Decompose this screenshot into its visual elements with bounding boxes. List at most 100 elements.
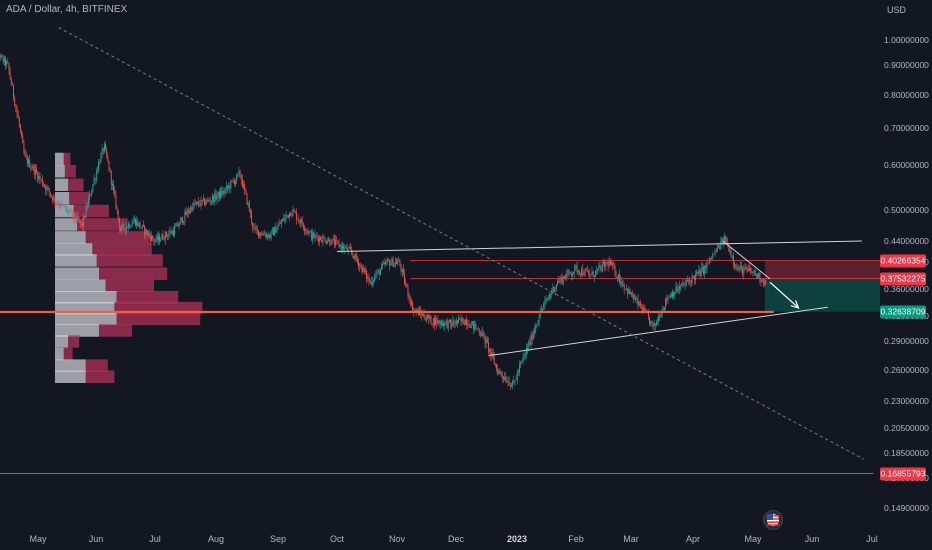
target-zones [765, 260, 880, 312]
dashed-trend-line [58, 27, 865, 460]
y-tick-label: 0.70000000 [884, 123, 929, 133]
candle-body [583, 275, 585, 276]
candle-body [111, 183, 113, 185]
candle-body [159, 235, 161, 242]
candle-body [532, 333, 534, 340]
candle-body [396, 261, 397, 265]
candle-body [586, 270, 588, 272]
candle-body [653, 323, 655, 327]
candle-body [269, 234, 271, 238]
candle-body [695, 274, 696, 280]
candle-body [690, 280, 692, 284]
candle-body [254, 227, 256, 229]
candle-body [650, 320, 652, 325]
candle-body [667, 297, 669, 302]
candle-body [126, 227, 128, 228]
volume-profile-down-bar [73, 204, 109, 218]
candle-body [284, 217, 286, 221]
candle-body [348, 247, 350, 249]
candle-body [55, 202, 57, 204]
volume-profile-down-bar [96, 254, 163, 267]
candle-body [343, 245, 345, 250]
candle-body [474, 323, 476, 330]
candle-body [229, 185, 231, 189]
candle-body [447, 320, 449, 329]
candle-body [697, 272, 699, 274]
candle-body [577, 270, 579, 273]
candle-body [259, 232, 261, 237]
volume-profile-down-bar [68, 335, 80, 348]
candle-body [13, 85, 14, 97]
candle-body [285, 215, 287, 218]
candle-body [569, 272, 571, 274]
volume-profile-up-bar [55, 243, 93, 256]
candle-body [132, 221, 134, 225]
candle-body [80, 222, 82, 224]
candle-body [622, 284, 624, 286]
candle-body [358, 260, 359, 267]
candle-body [220, 190, 221, 198]
candle-body [195, 202, 197, 204]
candle-body [529, 341, 531, 345]
candle-body [727, 241, 729, 245]
candle-body [744, 266, 746, 269]
candle-body [742, 267, 744, 275]
candle-body [345, 246, 347, 248]
candle-body [5, 57, 6, 66]
candle-body [467, 324, 469, 326]
candle-body [114, 190, 116, 195]
candle-body [716, 246, 718, 252]
x-tick-label: Jul [149, 534, 161, 544]
candle-body [448, 319, 450, 321]
us-flag-icon[interactable] [763, 510, 783, 530]
candle-body [604, 261, 606, 267]
candle-body [431, 324, 433, 325]
price-tag: 0.32638709 [880, 305, 926, 319]
candle-body [439, 321, 441, 324]
candle-body [721, 238, 723, 242]
x-tick-label: 2023 [506, 534, 528, 544]
candle-body [704, 265, 706, 275]
candle-body [253, 227, 255, 229]
candle-body [341, 245, 343, 250]
candle-body [465, 319, 466, 325]
candle-body [425, 319, 427, 321]
candle-body [67, 208, 69, 213]
candle-body [293, 209, 295, 212]
candle-body [703, 267, 704, 275]
candle-body [190, 207, 192, 212]
candle-body [1, 55, 3, 57]
candle-body [444, 321, 446, 327]
candle-body [169, 231, 171, 234]
candle-body [440, 321, 442, 326]
candle-body [333, 239, 335, 245]
candle-body [402, 269, 404, 274]
candle-body [93, 178, 95, 185]
candle-body [156, 236, 158, 241]
candle-body [385, 261, 387, 265]
candle-body [85, 206, 87, 218]
candle-body [175, 226, 177, 228]
candle-body [92, 184, 94, 191]
candle-body [707, 262, 709, 264]
candle-body [170, 231, 172, 234]
candle-body [168, 233, 170, 237]
candle-body [546, 299, 548, 301]
candle-body [366, 270, 368, 279]
candle-body [125, 227, 127, 231]
candle-body [573, 272, 575, 274]
candle-body [267, 234, 269, 238]
candle-body [654, 323, 656, 326]
candle-body [498, 370, 500, 375]
currency-label: USD [887, 5, 907, 15]
candle-body [652, 321, 654, 327]
candle-body [406, 284, 408, 287]
candle-body [712, 254, 714, 259]
candle-body [496, 364, 497, 369]
candle-body [33, 165, 35, 175]
candle-body [65, 208, 67, 210]
candle-body [70, 209, 72, 212]
candle-body [115, 194, 117, 208]
